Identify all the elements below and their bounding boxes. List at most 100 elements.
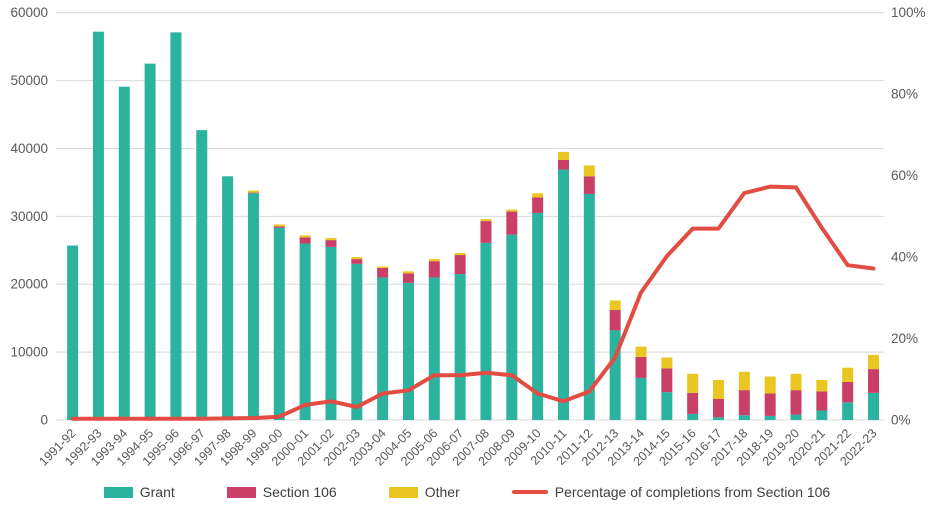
- bar-segment-grant: [454, 274, 466, 420]
- y-axis-tick-label: 60000: [10, 5, 48, 20]
- bar-segment-other: [480, 219, 492, 222]
- bar-segment-other: [583, 165, 595, 177]
- bar-segment-grant: [428, 277, 440, 420]
- bar-segment-section-106: [738, 390, 750, 416]
- bar-segment-other: [713, 379, 724, 399]
- bar-segment-section-106: [480, 221, 492, 243]
- bar-segment-other: [506, 209, 518, 212]
- bar-segment-section-106: [377, 267, 389, 278]
- right-axis-tick-label: 60%: [891, 168, 918, 183]
- bar-segment-section-106: [454, 255, 466, 275]
- bar-segment-grant: [351, 263, 363, 420]
- bar-segment-grant: [816, 410, 828, 420]
- bar-segment-section-106: [402, 273, 414, 283]
- legend-label-grant: Grant: [139, 484, 175, 500]
- bar-segment-grant: [661, 392, 673, 420]
- x-axis-labels: 1991-921992-931993-941994-951995-961996-…: [36, 426, 879, 468]
- y-axis-tick-label: 0: [40, 413, 48, 428]
- bar-segment-section-106: [506, 211, 518, 235]
- bar-segment-grant: [738, 415, 750, 420]
- bar-segment-grant: [506, 234, 518, 420]
- bar-segment-grant: [480, 242, 492, 420]
- bar-segment-section-106: [764, 393, 776, 416]
- y-axis-tick-label: 50000: [10, 73, 48, 88]
- legend-label-percentage-line: Percentage of completions from Section 1…: [554, 484, 831, 500]
- bar-segment-section-106: [868, 369, 880, 393]
- legend-item-section-106: Section 106: [226, 484, 337, 500]
- bar-segment-other: [532, 193, 544, 198]
- bar-segment-section-106: [583, 176, 595, 194]
- bar-segment-section-106: [816, 391, 828, 411]
- bar-segment-section-106: [351, 259, 363, 264]
- legend-item-other: Other: [388, 484, 460, 500]
- y-axis-tick-label: 30000: [10, 209, 48, 224]
- bar-segment-grant: [325, 246, 337, 420]
- bar-segment-other: [325, 238, 337, 241]
- bar-segment-grant: [144, 63, 156, 421]
- bar-segment-other: [351, 257, 363, 260]
- right-axis-tick-label: 40%: [891, 250, 918, 265]
- legend-swatch-percentage-line: [511, 490, 548, 494]
- y-axis-tick-label: 10000: [10, 345, 48, 360]
- y-axis-tick-label: 20000: [10, 277, 48, 292]
- bar-segment-grant: [583, 193, 595, 420]
- right-axis-tick-label: 80%: [891, 87, 918, 102]
- bar-segment-grant: [377, 277, 389, 420]
- bar-segment-section-106: [247, 192, 259, 194]
- bar-segment-other: [557, 151, 569, 161]
- legend-swatch-grant: [103, 486, 133, 498]
- legend-item-percentage-line: Percentage of completions from Section 1…: [511, 484, 831, 500]
- y-axis-tick-label: 40000: [10, 141, 48, 156]
- legend-swatch-section-106: [226, 486, 256, 498]
- bar-segment-other: [402, 271, 414, 274]
- bar-segment-section-106: [299, 237, 311, 244]
- bar-segment-section-106: [661, 368, 673, 393]
- bar-segment-other: [738, 371, 750, 391]
- bar-segment-other: [299, 235, 311, 238]
- bar-segment-grant: [170, 32, 182, 420]
- bar-segment-other: [609, 300, 621, 311]
- bar-segment-grant: [67, 245, 79, 420]
- right-axis-tick-label: 0%: [891, 413, 911, 428]
- bar-segment-other: [635, 346, 647, 357]
- bar-segment-grant: [790, 414, 802, 420]
- bar-segment-other: [687, 373, 699, 393]
- bar-segment-section-106: [532, 197, 544, 213]
- legend-swatch-other: [388, 486, 418, 498]
- bar-segment-other: [428, 259, 440, 262]
- bar-segment-grant: [118, 86, 130, 420]
- bar-segment-grant: [764, 415, 776, 420]
- bar-segment-grant: [609, 330, 621, 420]
- y-axis-right-labels: 0% 20% 40% 60% 80% 100%: [891, 5, 926, 427]
- bar-segment-other: [454, 253, 466, 256]
- percentage-line: [70, 184, 876, 421]
- bar-segment-other: [842, 367, 854, 382]
- bar-segment-grant: [557, 169, 569, 420]
- bar-segment-grant: [532, 212, 544, 420]
- bar-segment-grant: [273, 227, 285, 420]
- bar-segment-other: [273, 224, 285, 227]
- bar-segment-other: [377, 266, 389, 268]
- y-axis-left-labels: 0 10000 20000 30000 40000 50000 60000: [10, 5, 48, 427]
- bar-segment-other: [868, 354, 880, 370]
- bar-segment-other: [816, 379, 828, 392]
- bar-segment-grant: [868, 392, 880, 420]
- bar-segment-grant: [222, 176, 234, 420]
- bars: [67, 31, 880, 421]
- bar-segment-grant: [713, 417, 724, 420]
- bar-segment-other: [790, 373, 802, 391]
- bar-segment-grant: [299, 243, 311, 420]
- legend-item-grant: Grant: [103, 484, 175, 500]
- bar-segment-section-106: [790, 390, 802, 415]
- bar-segment-grant: [402, 282, 414, 420]
- bar-segment-other: [247, 190, 259, 193]
- chart-svg: 0 10000 20000 30000 40000 50000 60000 0% 20% 40%…: [10, 5, 926, 468]
- bar-segment-section-106: [557, 160, 569, 170]
- legend-label-section-106: Section 106: [262, 484, 337, 500]
- bar-segment-section-106: [609, 310, 621, 331]
- bar-segment-section-106: [687, 392, 699, 414]
- bar-segment-section-106: [842, 381, 854, 403]
- right-axis-tick-label: 20%: [891, 331, 918, 346]
- bar-segment-grant: [635, 377, 647, 420]
